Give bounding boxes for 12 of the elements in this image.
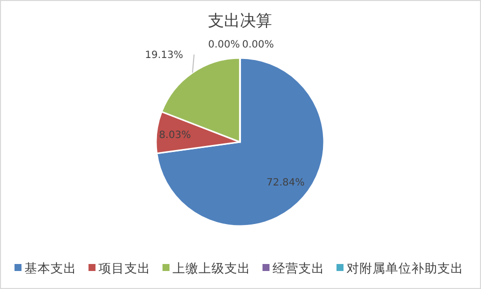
text: 0.00% [242, 40, 274, 50]
pie-slice [156, 57, 325, 227]
data-label: 72.84% [266, 177, 305, 188]
legend-label: 经营支出 [272, 260, 324, 276]
legend-label: 基本支出 [24, 260, 76, 276]
data-label: 19.13% [144, 50, 184, 62]
legend-label: 上缴上级支出 [172, 260, 250, 276]
legend-label: 对附属单位补助支出 [346, 260, 464, 276]
data-label: 8.03% [159, 130, 191, 141]
chart-title: 支出决算 [208, 11, 272, 30]
text: 0.00% [208, 40, 240, 50]
legend-label: 项目支出 [98, 260, 150, 276]
